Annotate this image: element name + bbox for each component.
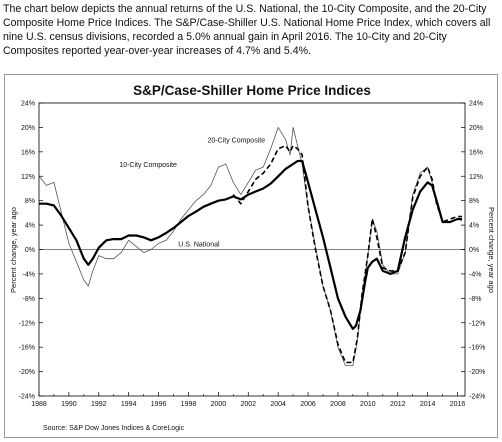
x-tick-label: 1988 xyxy=(31,401,47,408)
y-tick-label-right: 16% xyxy=(469,149,483,156)
y-tick-label-left: 20% xyxy=(21,125,35,132)
chart: S&P/Case-Shiller Home Price Indices 1988… xyxy=(9,83,496,432)
y-axis-label-left: Percent change, year ago xyxy=(9,207,18,293)
annotation-label: U.S. National xyxy=(178,241,220,248)
series-line-10-city-composite xyxy=(38,127,463,366)
annotation-label: 10-City Composite xyxy=(119,162,177,169)
series-line-u-s-national xyxy=(39,159,462,330)
y-tick-label-right: 4% xyxy=(469,223,479,230)
x-tick-label: 1994 xyxy=(121,401,137,408)
x-tick-label: 1992 xyxy=(91,401,107,408)
y-tick-label-left: 4% xyxy=(25,223,35,230)
y-tick-label-left: 24% xyxy=(21,101,35,108)
y-tick-label-right: 12% xyxy=(469,174,483,181)
chart-source: Source: S&P Dow Jones Indices & CoreLogi… xyxy=(43,425,185,432)
x-tick-label: 2016 xyxy=(450,401,466,408)
y-tick-label-left: -8% xyxy=(23,296,35,303)
y-tick-label-right: -4% xyxy=(469,271,481,278)
y-tick-label-left: 16% xyxy=(21,149,35,156)
y-tick-label-right: 8% xyxy=(469,198,479,205)
series-layer xyxy=(38,127,463,366)
y-tick-label-right: 24% xyxy=(469,101,483,108)
x-tick-label: 1996 xyxy=(151,401,167,408)
y-tick-label-left: 8% xyxy=(25,198,35,205)
x-tick-label: 1990 xyxy=(61,401,77,408)
x-tick-label: 2014 xyxy=(420,401,436,408)
chart-title: S&P/Case-Shiller Home Price Indices xyxy=(133,83,371,98)
y-tick-label-right: -24% xyxy=(469,394,485,401)
y-tick-label-right: 20% xyxy=(469,125,483,132)
y-tick-label-left: -4% xyxy=(23,271,35,278)
x-tick-label: 2000 xyxy=(211,401,227,408)
x-tick-label: 2002 xyxy=(240,401,256,408)
y-tick-label-right: -16% xyxy=(469,345,485,352)
x-tick-label: 2010 xyxy=(360,401,376,408)
annotation-label: 20-City Composite xyxy=(208,138,266,145)
intro-paragraph: The chart below depicts the annual retur… xyxy=(3,3,491,57)
ticks-layer: 1988 1990 1992 1994 1996 1998 2000 2002 2004 2006… xyxy=(19,101,486,409)
x-tick-label: 1998 xyxy=(181,401,197,408)
y-tick-label-left: 0% xyxy=(25,247,35,254)
x-tick-label: 2008 xyxy=(330,401,346,408)
y-tick-label-right: -20% xyxy=(469,369,485,376)
x-tick-label: 2006 xyxy=(300,401,316,408)
annotation-layer: 20-City Composite 10-City Composite U.S. N… xyxy=(119,138,265,249)
y-tick-label-left: -20% xyxy=(19,369,35,376)
chart-frame: S&P/Case-Shiller Home Price Indices 1988… xyxy=(4,74,498,438)
y-tick-label-right: 0% xyxy=(469,247,479,254)
x-tick-label: 2012 xyxy=(390,401,406,408)
y-tick-label-left: -12% xyxy=(19,320,35,327)
y-axis-label-right: Percent change, year ago xyxy=(487,207,496,293)
y-tick-label-left: -16% xyxy=(19,345,35,352)
y-tick-label-right: -12% xyxy=(469,320,485,327)
y-tick-label-left: 12% xyxy=(21,174,35,181)
y-tick-label-right: -8% xyxy=(469,296,481,303)
series-line-20-city-composite xyxy=(232,144,462,364)
x-tick-label: 2004 xyxy=(270,401,286,408)
y-tick-label-left: -24% xyxy=(19,394,35,401)
